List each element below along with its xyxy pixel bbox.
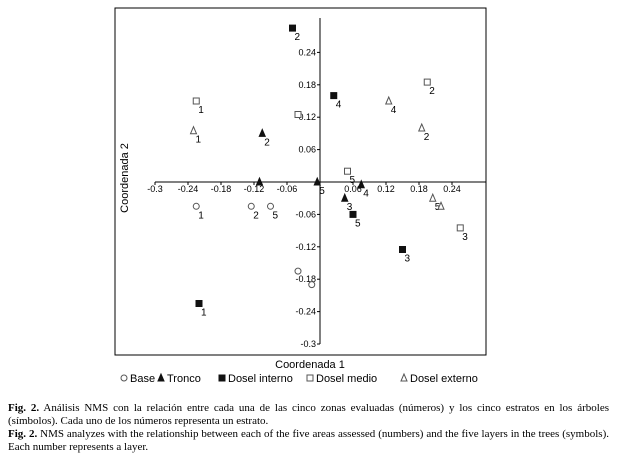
data-point bbox=[456, 224, 464, 232]
data-point-label: 5 bbox=[350, 175, 356, 186]
x-tick-label: -0.18 bbox=[211, 184, 232, 194]
data-point bbox=[437, 201, 445, 210]
data-point bbox=[349, 210, 357, 218]
x-tick-label: 0.24 bbox=[443, 184, 461, 194]
data-point-label: 5 bbox=[435, 202, 441, 213]
data-point bbox=[340, 192, 349, 202]
caption-english-prefix: Fig. 2. bbox=[8, 428, 38, 440]
y-axis-title: Coordenada 2 bbox=[119, 143, 131, 213]
legend-marker bbox=[218, 374, 226, 382]
y-tick-label: -0.24 bbox=[295, 307, 316, 317]
data-point-label: 1 bbox=[201, 308, 207, 319]
data-point bbox=[192, 97, 200, 105]
legend-marker bbox=[306, 374, 314, 382]
y-tick-label: -0.12 bbox=[295, 242, 316, 252]
x-tick-label: 0.18 bbox=[410, 184, 428, 194]
data-point bbox=[423, 78, 431, 86]
data-point-label: 5 bbox=[319, 186, 325, 197]
data-point-label: 3 bbox=[462, 232, 468, 243]
data-point-label: 3 bbox=[405, 254, 411, 265]
data-point bbox=[189, 125, 198, 135]
data-point bbox=[357, 179, 366, 189]
data-point-label: 2 bbox=[264, 137, 270, 148]
legend-entry: Tronco bbox=[167, 373, 201, 385]
legend: Base Tronco Dosel interno Dosel medio Dosel … bbox=[120, 372, 478, 385]
data-point-label: 2 bbox=[295, 32, 301, 43]
legend-entry: Dosel medio bbox=[316, 373, 377, 385]
legend-entry: Base bbox=[130, 373, 155, 385]
caption-english: Fig. 2. NMS analyzes with the relationsh… bbox=[8, 428, 609, 454]
legend-marker bbox=[400, 372, 408, 382]
data-point bbox=[247, 202, 255, 210]
x-tick-label: 0.12 bbox=[377, 184, 395, 194]
y-tick-label: 0.12 bbox=[298, 112, 316, 122]
legend-entry: Dosel interno bbox=[228, 373, 293, 385]
data-point-label: 4 bbox=[336, 100, 342, 111]
y-tick-label: 0.18 bbox=[298, 80, 316, 90]
y-tick-label: -0.3 bbox=[300, 339, 316, 349]
data-point-label: 2 bbox=[253, 210, 259, 221]
data-point bbox=[294, 111, 302, 118]
data-point bbox=[195, 300, 203, 307]
data-point bbox=[330, 92, 338, 100]
data-point bbox=[192, 202, 200, 210]
x-axis-title: Coordenada 1 bbox=[275, 359, 345, 371]
data-point-label: 2 bbox=[429, 86, 435, 97]
data-point-label: 5 bbox=[355, 218, 361, 229]
data-point bbox=[344, 167, 351, 175]
nms-figure: -0.3 -0.24 -0.18 -0.12 -0.06 0.06 0.12 0.18 0.24… bbox=[114, 7, 487, 385]
y-tick-label: 0.24 bbox=[298, 47, 316, 57]
legend-entry: Dosel externo bbox=[410, 373, 478, 385]
data-point-label: 2 bbox=[424, 132, 430, 143]
x-tick-label: -0.24 bbox=[178, 184, 199, 194]
x-tick-label: -0.12 bbox=[244, 184, 265, 194]
data-point bbox=[258, 128, 267, 137]
data-point bbox=[428, 192, 437, 202]
data-point bbox=[294, 267, 302, 275]
data-point bbox=[399, 246, 406, 253]
data-point-label: 4 bbox=[363, 189, 369, 200]
legend-marker bbox=[157, 372, 165, 382]
data-point bbox=[384, 95, 393, 105]
caption-spanish-text: Análisis NMS con la relación entre cada … bbox=[8, 402, 609, 427]
data-point-label: 3 bbox=[347, 202, 353, 213]
legend-marker bbox=[120, 374, 128, 382]
data-point-label: 5 bbox=[273, 210, 279, 221]
caption-spanish-prefix: Fig. 2. bbox=[8, 402, 40, 414]
caption-spanish: Fig. 2. Análisis NMS con la relación ent… bbox=[8, 402, 609, 428]
x-tick-label: -0.3 bbox=[147, 184, 163, 194]
y-tick-label: 0.06 bbox=[298, 145, 316, 155]
y-tick-label: -0.18 bbox=[295, 274, 316, 284]
data-point bbox=[289, 24, 296, 32]
x-tick-label: -0.06 bbox=[277, 184, 298, 194]
data-point bbox=[417, 122, 426, 132]
figure-caption: Fig. 2. Análisis NMS con la relación ent… bbox=[8, 402, 609, 454]
data-point bbox=[308, 281, 316, 289]
caption-english-text: NMS analyzes with the relationship betwe… bbox=[8, 428, 609, 453]
data-point-label: 1 bbox=[198, 105, 204, 116]
data-point bbox=[255, 176, 264, 186]
data-point bbox=[313, 176, 322, 186]
data-point bbox=[267, 202, 274, 210]
data-point-label: 1 bbox=[198, 210, 204, 221]
axes: -0.3 -0.24 -0.18 -0.12 -0.06 0.06 0.12 0.18 0.24… bbox=[147, 18, 486, 349]
y-tick-label: -0.06 bbox=[295, 209, 316, 219]
nms-scatter-chart: -0.3 -0.24 -0.18 -0.12 -0.06 0.06 0.12 0.18 0.24… bbox=[114, 7, 487, 385]
data-point-label: 4 bbox=[391, 105, 397, 116]
data-point-label: 1 bbox=[196, 135, 202, 146]
x-tick-label: 0.06 bbox=[344, 184, 362, 194]
